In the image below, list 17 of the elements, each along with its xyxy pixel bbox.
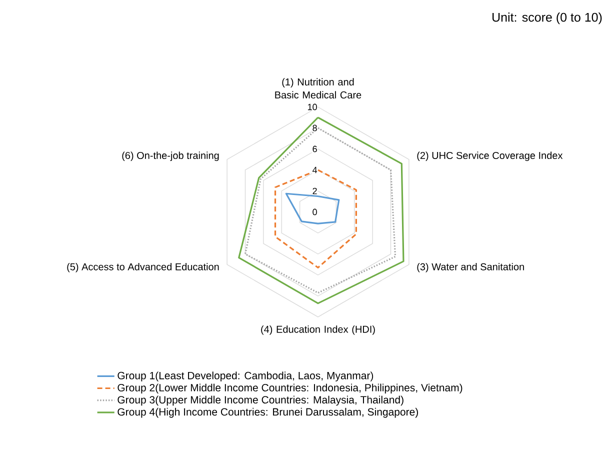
- legend-label: Group 1(Least Developed: Cambodia, Laos, Myanmar): [118, 372, 374, 382]
- y-tick-label: 4: [312, 166, 318, 174]
- y-tick-label: 10: [308, 104, 317, 110]
- spoke-label: (5) Access to Advanced Education: [67, 262, 219, 272]
- legend-label: Group 2(Lower Middle Income Countries: Indonesia, Philippines, Vietnam): [118, 384, 462, 394]
- spoke-label: (6) On-the-job training: [122, 152, 219, 161]
- spoke-label: (2) UHC Service Coverage Index: [417, 152, 563, 161]
- y-tick-label: 6: [312, 146, 317, 152]
- text: Unit: score (0 to 10): [492, 12, 602, 24]
- y-tick-label: 0: [312, 208, 317, 216]
- spoke-label: (4) Education Index (HDI): [261, 325, 375, 335]
- spoke-label: (1) Nutrition and Basic Medical Care: [275, 78, 362, 98]
- y-tick-label: 8: [312, 124, 317, 132]
- legend-label: Group 4(High Income Countries: Brunei Darussalam, Singapore): [118, 408, 418, 418]
- spoke-label: (3) Water and Sanitation: [417, 262, 524, 272]
- y-tick-label: 2: [312, 188, 317, 194]
- legend-label: Group 3(Upper Middle Income Countries: Malaysia, Thailand): [118, 396, 404, 406]
